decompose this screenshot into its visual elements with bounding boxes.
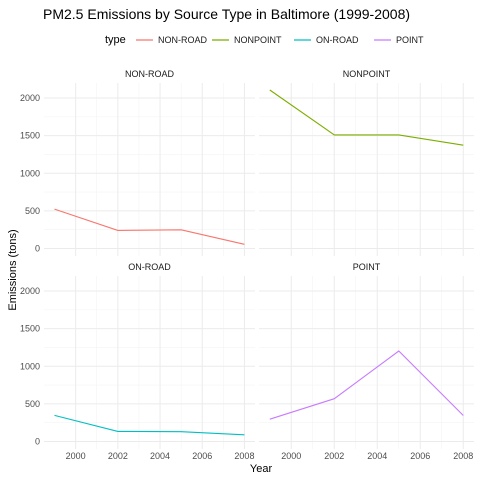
strip-label-point: POINT	[353, 262, 381, 272]
chart-title: PM2.5 Emissions by Source Type in Baltim…	[43, 6, 410, 22]
x-tick-label: 2000	[66, 451, 86, 461]
y-tick-label: 1000	[20, 361, 40, 371]
y-tick-label: 2000	[20, 286, 40, 296]
panel-on-road: ON-ROAD 0 500 1000 1500 2000 2000 2002 2004 2006 2…	[20, 262, 255, 461]
y-tick-label: 0	[35, 243, 40, 253]
series-line-on-road	[54, 414, 245, 436]
legend-label-point: POINT	[396, 35, 424, 45]
y-tick-label: 1000	[20, 168, 40, 178]
x-tick-label: 2002	[324, 451, 344, 461]
panel-non-road: NON-ROAD 0 500 1000 1500 2000	[20, 69, 255, 256]
strip-label-on-road: ON-ROAD	[128, 262, 171, 272]
facet-panels: NON-ROAD 0 500 1000 1500 2000 NONPOINT ON-ROAD 0…	[20, 69, 474, 461]
series-line-nonpoint	[269, 89, 464, 146]
y-tick-label: 2000	[20, 93, 40, 103]
x-tick-label: 2006	[192, 451, 212, 461]
panel-nonpoint: NONPOINT	[259, 69, 474, 256]
legend-title: type	[105, 34, 126, 46]
series-line-non-road	[54, 208, 245, 245]
legend-label-non-road: NON-ROAD	[158, 35, 207, 45]
y-tick-label: 0	[35, 436, 40, 446]
x-tick-label: 2006	[410, 451, 430, 461]
x-tick-label: 2004	[150, 451, 170, 461]
x-tick-label: 2008	[234, 451, 254, 461]
x-tick-label: 2004	[367, 451, 387, 461]
strip-label-nonpoint: NONPOINT	[343, 69, 391, 79]
x-axis-title: Year	[250, 463, 273, 475]
panel-point: POINT 2000 2002 2004 2006 2008	[259, 262, 474, 461]
x-tick-label: 2002	[108, 451, 128, 461]
legend-label-nonpoint: NONPOINT	[234, 35, 282, 45]
y-axis-title: Emissions (tons)	[7, 229, 19, 310]
legend-label-on-road: ON-ROAD	[316, 35, 359, 45]
y-tick-label: 500	[25, 206, 40, 216]
series-line-point	[269, 350, 464, 420]
y-tick-label: 1500	[20, 131, 40, 141]
strip-label-non-road: NON-ROAD	[125, 69, 174, 79]
y-tick-label: 1500	[20, 324, 40, 334]
x-tick-label: 2000	[281, 451, 301, 461]
legend: type NON-ROAD NONPOINT ON-ROAD POINT	[105, 34, 424, 46]
x-tick-label: 2008	[453, 451, 473, 461]
y-tick-label: 500	[25, 399, 40, 409]
